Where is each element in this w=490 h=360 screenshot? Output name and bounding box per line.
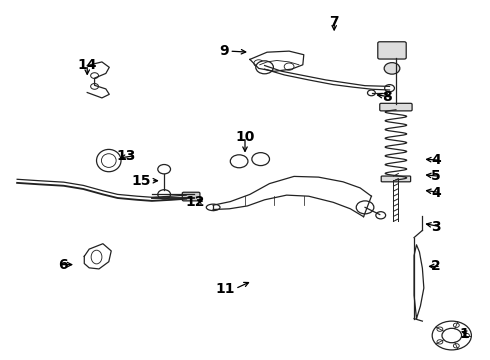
Text: 7: 7	[329, 15, 339, 28]
Circle shape	[256, 61, 273, 74]
Circle shape	[453, 323, 459, 327]
FancyBboxPatch shape	[182, 192, 200, 201]
Circle shape	[230, 155, 248, 168]
FancyBboxPatch shape	[381, 176, 411, 182]
FancyBboxPatch shape	[380, 103, 412, 111]
Text: 5: 5	[431, 170, 441, 183]
Circle shape	[437, 340, 443, 344]
Circle shape	[368, 90, 375, 96]
Circle shape	[464, 333, 469, 338]
Text: 12: 12	[185, 195, 205, 209]
Circle shape	[158, 190, 171, 199]
Circle shape	[254, 60, 264, 67]
Circle shape	[437, 327, 443, 331]
FancyBboxPatch shape	[378, 42, 406, 59]
Circle shape	[284, 63, 294, 70]
Text: 11: 11	[216, 282, 235, 296]
Text: 13: 13	[117, 149, 136, 162]
Text: 6: 6	[58, 258, 68, 271]
Text: 9: 9	[220, 44, 229, 58]
Circle shape	[384, 63, 400, 74]
Ellipse shape	[206, 204, 220, 211]
Text: 8: 8	[382, 90, 392, 104]
Text: 4: 4	[431, 186, 441, 199]
Text: 14: 14	[77, 58, 97, 72]
Circle shape	[158, 165, 171, 174]
Circle shape	[252, 153, 270, 166]
Text: 3: 3	[431, 220, 441, 234]
Circle shape	[385, 85, 394, 92]
Circle shape	[91, 84, 98, 89]
Text: 15: 15	[131, 174, 151, 188]
Circle shape	[356, 201, 374, 214]
Text: 4: 4	[431, 153, 441, 167]
Text: 2: 2	[431, 260, 441, 273]
Circle shape	[91, 73, 98, 78]
Text: 1: 1	[460, 327, 469, 341]
Text: 10: 10	[235, 130, 255, 144]
Ellipse shape	[97, 149, 121, 172]
Circle shape	[376, 212, 386, 219]
Circle shape	[453, 344, 459, 348]
